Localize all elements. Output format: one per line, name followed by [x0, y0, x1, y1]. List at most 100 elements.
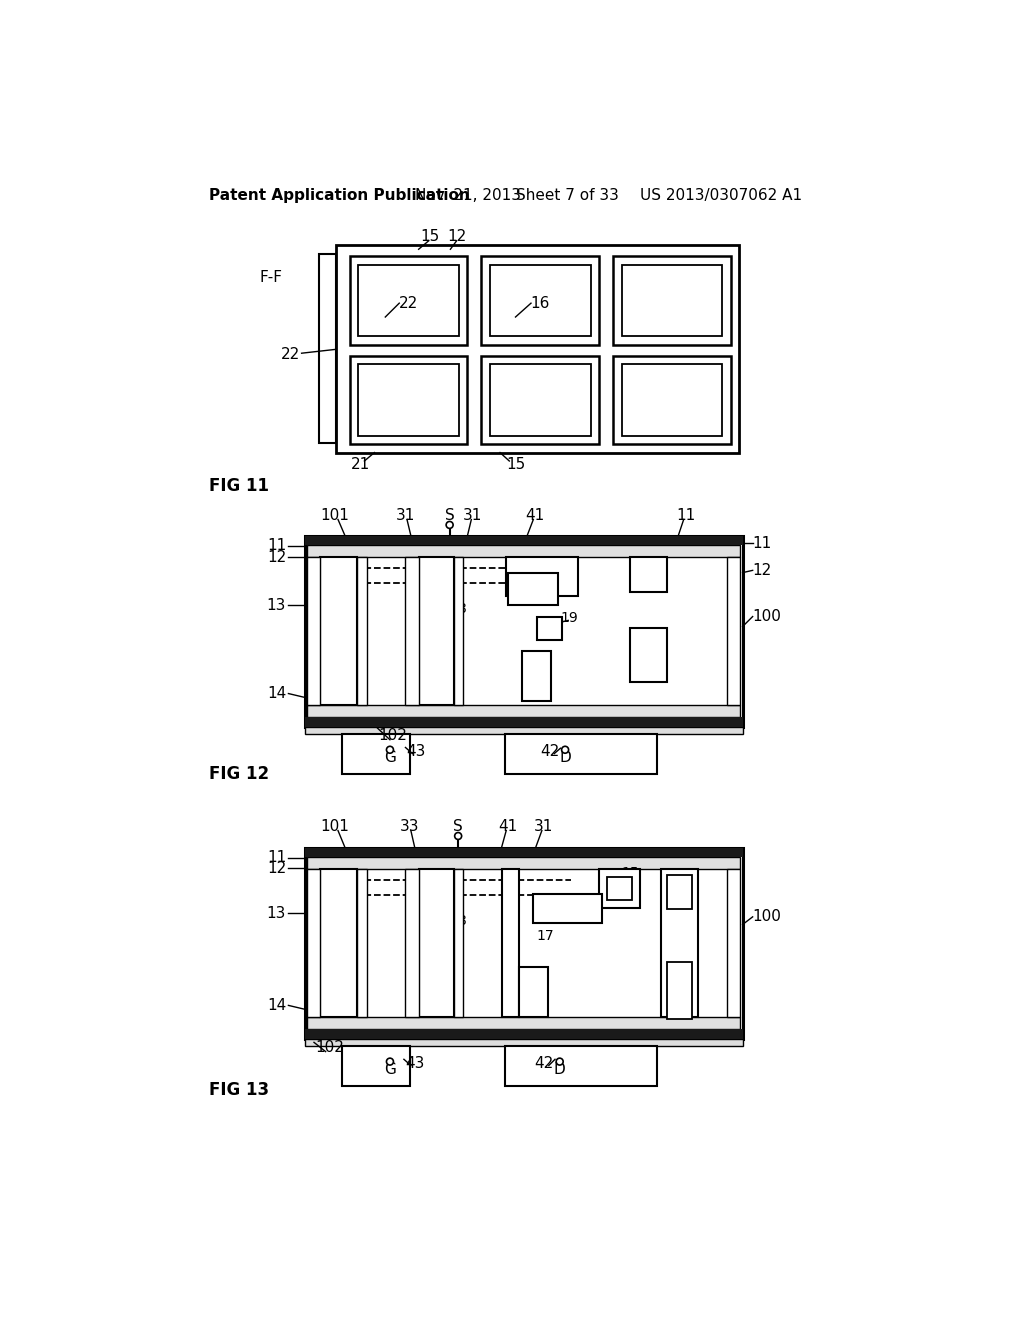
Text: 43: 43	[407, 743, 426, 759]
Text: 11: 11	[753, 536, 772, 550]
Bar	[630, 628, 668, 682]
Text: 101: 101	[321, 508, 349, 523]
Text: 100: 100	[753, 909, 781, 924]
Bar	[305, 847, 742, 1039]
Text: 22: 22	[399, 296, 418, 310]
Bar	[406, 557, 420, 705]
Text: D: D	[559, 750, 571, 766]
Circle shape	[386, 746, 393, 754]
Text: 52: 52	[428, 939, 445, 953]
Text: 21: 21	[351, 457, 370, 473]
Text: 13: 13	[266, 598, 286, 612]
Text: 51: 51	[528, 669, 546, 684]
Bar	[727, 869, 740, 1016]
Bar	[349, 355, 467, 444]
Bar	[305, 726, 742, 734]
Text: 15: 15	[517, 556, 536, 570]
Text: 22: 22	[282, 347, 300, 362]
Bar	[406, 869, 420, 1016]
Bar	[489, 364, 591, 436]
Bar	[508, 573, 558, 605]
Bar	[305, 1030, 742, 1039]
Text: 102: 102	[315, 1040, 344, 1055]
Text: D: D	[554, 1061, 565, 1077]
Bar	[342, 1047, 410, 1086]
Bar	[305, 847, 742, 857]
Text: 18: 18	[450, 913, 467, 928]
Bar	[305, 1039, 742, 1047]
Text: 15: 15	[421, 228, 440, 244]
Text: 33: 33	[399, 820, 419, 834]
Text: Nov. 21, 2013: Nov. 21, 2013	[415, 187, 521, 203]
Text: 16: 16	[530, 296, 550, 310]
Bar	[481, 256, 599, 345]
Bar	[506, 557, 578, 595]
Bar	[321, 869, 357, 1016]
Bar	[454, 869, 463, 1016]
Bar	[521, 651, 551, 701]
Bar	[349, 256, 467, 345]
Bar	[420, 869, 454, 1016]
Bar	[505, 734, 656, 775]
Text: 21: 21	[428, 925, 445, 940]
Bar	[307, 1016, 740, 1030]
Bar	[358, 364, 459, 436]
Text: 11: 11	[677, 508, 695, 523]
Bar	[622, 265, 722, 337]
Text: 16: 16	[544, 896, 561, 909]
Bar	[622, 364, 722, 436]
Text: 15: 15	[622, 866, 639, 880]
Text: 15: 15	[506, 457, 525, 473]
Text: 12: 12	[447, 228, 467, 244]
Text: G: G	[384, 750, 396, 766]
Text: S: S	[454, 820, 463, 834]
Text: 42: 42	[535, 1056, 554, 1071]
Circle shape	[386, 1059, 393, 1065]
Bar	[505, 1047, 656, 1086]
Bar	[481, 355, 599, 444]
Text: 31: 31	[534, 820, 553, 834]
Bar	[727, 557, 740, 705]
Bar	[336, 244, 738, 453]
Bar	[357, 557, 367, 705]
Bar	[342, 734, 410, 775]
Text: US 2013/0307062 A1: US 2013/0307062 A1	[640, 187, 802, 203]
Bar	[321, 557, 357, 705]
Bar	[307, 705, 740, 718]
Text: 31: 31	[463, 508, 482, 523]
Text: 14: 14	[267, 998, 286, 1012]
Text: FIG 13: FIG 13	[209, 1081, 269, 1100]
Text: 43: 43	[406, 1056, 424, 1071]
Text: 101: 101	[321, 820, 349, 834]
Circle shape	[446, 521, 453, 528]
Bar	[518, 966, 548, 1016]
Text: 41: 41	[498, 820, 517, 834]
Bar	[662, 869, 698, 1016]
Text: 18: 18	[450, 602, 467, 616]
Text: 100: 100	[753, 609, 781, 624]
Text: 31: 31	[395, 508, 415, 523]
Bar	[613, 355, 731, 444]
Text: 102: 102	[379, 729, 408, 743]
Text: S: S	[444, 508, 455, 523]
Text: Sheet 7 of 33: Sheet 7 of 33	[515, 187, 618, 203]
Text: FIG 11: FIG 11	[209, 477, 269, 495]
Text: 19: 19	[561, 611, 579, 626]
Text: 41: 41	[525, 508, 545, 523]
Text: 52: 52	[428, 627, 445, 642]
Text: G: G	[384, 1061, 396, 1077]
Bar	[538, 616, 562, 640]
Text: 11: 11	[267, 539, 286, 553]
Bar	[489, 265, 591, 337]
Circle shape	[455, 833, 462, 840]
Bar	[318, 253, 336, 444]
Bar	[305, 718, 742, 726]
Bar	[503, 869, 519, 1016]
Text: 17: 17	[546, 624, 563, 639]
Bar	[613, 256, 731, 345]
Text: 21: 21	[428, 614, 445, 627]
Text: F-F: F-F	[260, 271, 283, 285]
Text: 13: 13	[266, 906, 286, 920]
Bar	[307, 869, 321, 1016]
Bar	[534, 894, 601, 923]
